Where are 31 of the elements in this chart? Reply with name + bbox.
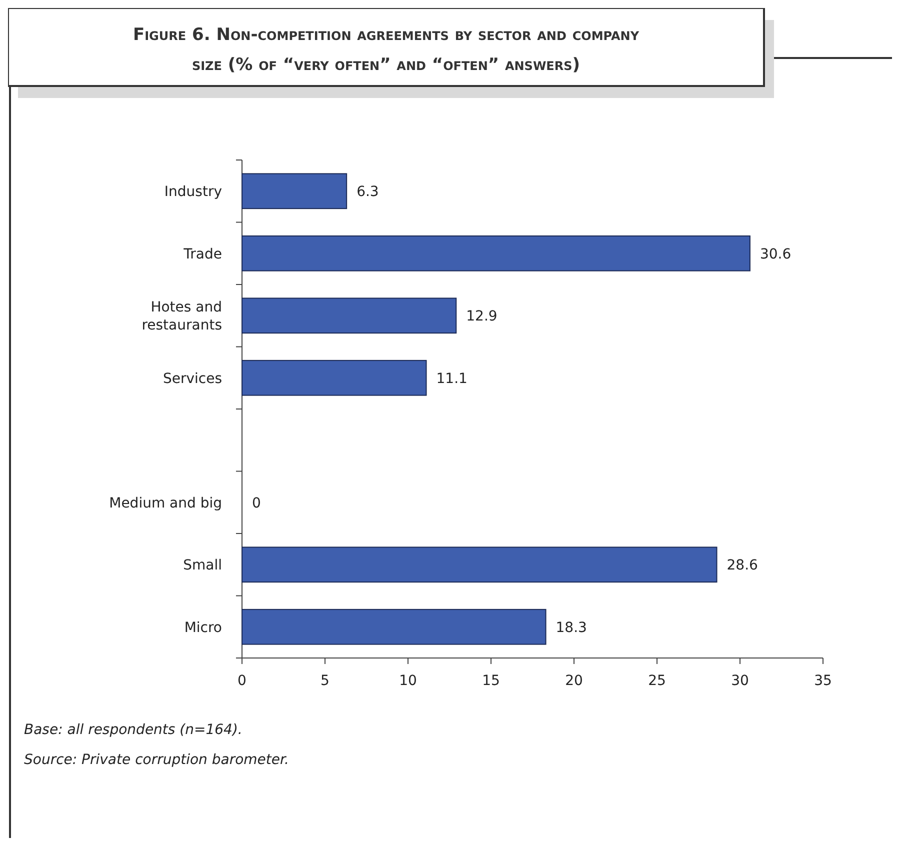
x-tick-label: 15 [482, 673, 500, 689]
data-label: 30.6 [760, 246, 792, 262]
data-label: 18.3 [556, 620, 587, 636]
chart-title: Figure 6. Non-competition agreements by sector and company size (% of “very often” and “often” answers) [132, 25, 640, 75]
text: Base: all respondents (n=164). [24, 722, 242, 738]
data-label: 11.1 [436, 370, 468, 387]
y-tick-label: Services [162, 370, 222, 387]
bar [242, 235, 750, 272]
bar [242, 298, 457, 334]
source-note: Source: Private corruption barometer. [24, 752, 289, 768]
y-tick-label: Hotes and restaurants [142, 300, 222, 334]
bar [242, 173, 348, 210]
x-tick-label: 35 [814, 673, 832, 689]
x-tick-label: 20 [565, 673, 583, 689]
y-tick-label: Medium and big [109, 495, 222, 512]
y-tick-label: Micro [184, 620, 222, 636]
x-tick-label: 30 [731, 673, 749, 689]
data-label: 6.3 [356, 184, 379, 200]
x-tick-label: 0 [238, 673, 246, 689]
data-label: 0 [252, 495, 261, 512]
bar [242, 608, 546, 645]
bar [242, 546, 718, 583]
data-label: 12.9 [466, 308, 498, 325]
y-tick-label: Small [183, 558, 222, 574]
x-tick-label: 10 [399, 673, 417, 689]
y-tick-label: Trade [182, 246, 222, 262]
y-tick-label: Industry [164, 184, 222, 200]
x-tick-label: 5 [320, 673, 330, 689]
x-tick-label: 25 [648, 673, 666, 689]
bar [242, 360, 427, 396]
data-label: 28.6 [726, 558, 758, 574]
